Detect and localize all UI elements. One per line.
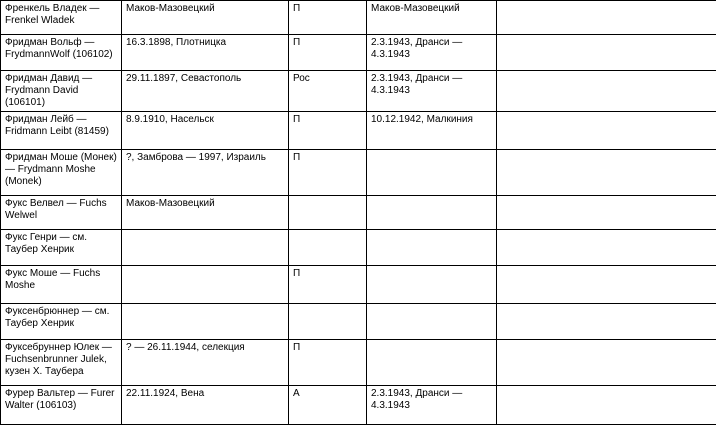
table-cell bbox=[497, 150, 716, 196]
table-cell: Маков-Мазовецкий bbox=[122, 196, 289, 230]
table-cell: Фукс Генри — см. Таубер Хенрик bbox=[1, 230, 122, 266]
table-cell: Фуксенбрюннер — см. Таубер Хенрик bbox=[1, 304, 122, 340]
table-cell bbox=[497, 230, 716, 266]
table-cell bbox=[497, 266, 716, 304]
table-cell bbox=[122, 266, 289, 304]
table-row: Фуксебруннер Юлек — Fuchsenbrunner Julek… bbox=[1, 340, 716, 386]
table-cell bbox=[497, 112, 716, 150]
table-cell bbox=[289, 196, 367, 230]
table-cell: П bbox=[289, 35, 367, 71]
table-cell bbox=[122, 304, 289, 340]
table-cell bbox=[289, 304, 367, 340]
table-cell bbox=[367, 150, 497, 196]
table-cell: ?, Замброва — 1997, Израиль bbox=[122, 150, 289, 196]
table-cell: 10.12.1942, Малкиния bbox=[367, 112, 497, 150]
table-cell bbox=[497, 71, 716, 112]
table-cell: П bbox=[289, 266, 367, 304]
table-cell: Маков-Мазовецкий bbox=[367, 1, 497, 35]
table-cell: Фуксебруннер Юлек — Fuchsenbrunner Julek… bbox=[1, 340, 122, 386]
table-cell: П bbox=[289, 1, 367, 35]
table-cell: Фукс Моше — Fuchs Moshe bbox=[1, 266, 122, 304]
table-row: Фукс Генри — см. Таубер Хенрик bbox=[1, 230, 716, 266]
table-cell bbox=[367, 304, 497, 340]
table-cell: 8.9.1910, Насельск bbox=[122, 112, 289, 150]
table-cell: Маков-Мазовецкий bbox=[122, 1, 289, 35]
table-cell: Фридман Вольф — FrydmannWolf (106102) bbox=[1, 35, 122, 71]
table-row: Фуксенбрюннер — см. Таубер Хенрик bbox=[1, 304, 716, 340]
table-cell: ? — 26.11.1944, селекция bbox=[122, 340, 289, 386]
table-row: Фридман Лейб — Fridmann Leibt (81459)8.9… bbox=[1, 112, 716, 150]
table-cell: Френкель Владек — Frenkel Wladek bbox=[1, 1, 122, 35]
table-cell: Рос bbox=[289, 71, 367, 112]
table-cell: 2.3.1943, Дранси — 4.3.1943 bbox=[367, 35, 497, 71]
table-cell: П bbox=[289, 150, 367, 196]
table-cell: 2.3.1943, Дранси — 4.3.1943 bbox=[367, 71, 497, 112]
table-row: Фридман Моше (Монек) — Frydmann Moshe (M… bbox=[1, 150, 716, 196]
table-cell bbox=[367, 196, 497, 230]
table-cell bbox=[122, 230, 289, 266]
table-cell: Фридман Лейб — Fridmann Leibt (81459) bbox=[1, 112, 122, 150]
table-cell bbox=[367, 266, 497, 304]
table-cell: 29.11.1897, Севастополь bbox=[122, 71, 289, 112]
table-cell bbox=[497, 304, 716, 340]
table-cell bbox=[497, 340, 716, 386]
table-cell bbox=[367, 230, 497, 266]
table-row: Фукс Моше — Fuchs Moshe П bbox=[1, 266, 716, 304]
table-cell bbox=[367, 340, 497, 386]
table-cell: П bbox=[289, 112, 367, 150]
table-cell bbox=[497, 35, 716, 71]
table-cell: Фридман Моше (Монек) — Frydmann Moshe (M… bbox=[1, 150, 122, 196]
table-cell: П bbox=[289, 340, 367, 386]
table-row: Фридман Давид — Frydmann David (106101)2… bbox=[1, 71, 716, 112]
table-cell: Фридман Давид — Frydmann David (106101) bbox=[1, 71, 122, 112]
table-row: Фридман Вольф — FrydmannWolf (106102)16.… bbox=[1, 35, 716, 71]
table-cell bbox=[497, 1, 716, 35]
table-cell: Фукс Велвел — Fuchs Welwel bbox=[1, 196, 122, 230]
table-cell bbox=[497, 196, 716, 230]
table-cell bbox=[289, 230, 367, 266]
table-cell: 16.3.1898, Плотницка bbox=[122, 35, 289, 71]
